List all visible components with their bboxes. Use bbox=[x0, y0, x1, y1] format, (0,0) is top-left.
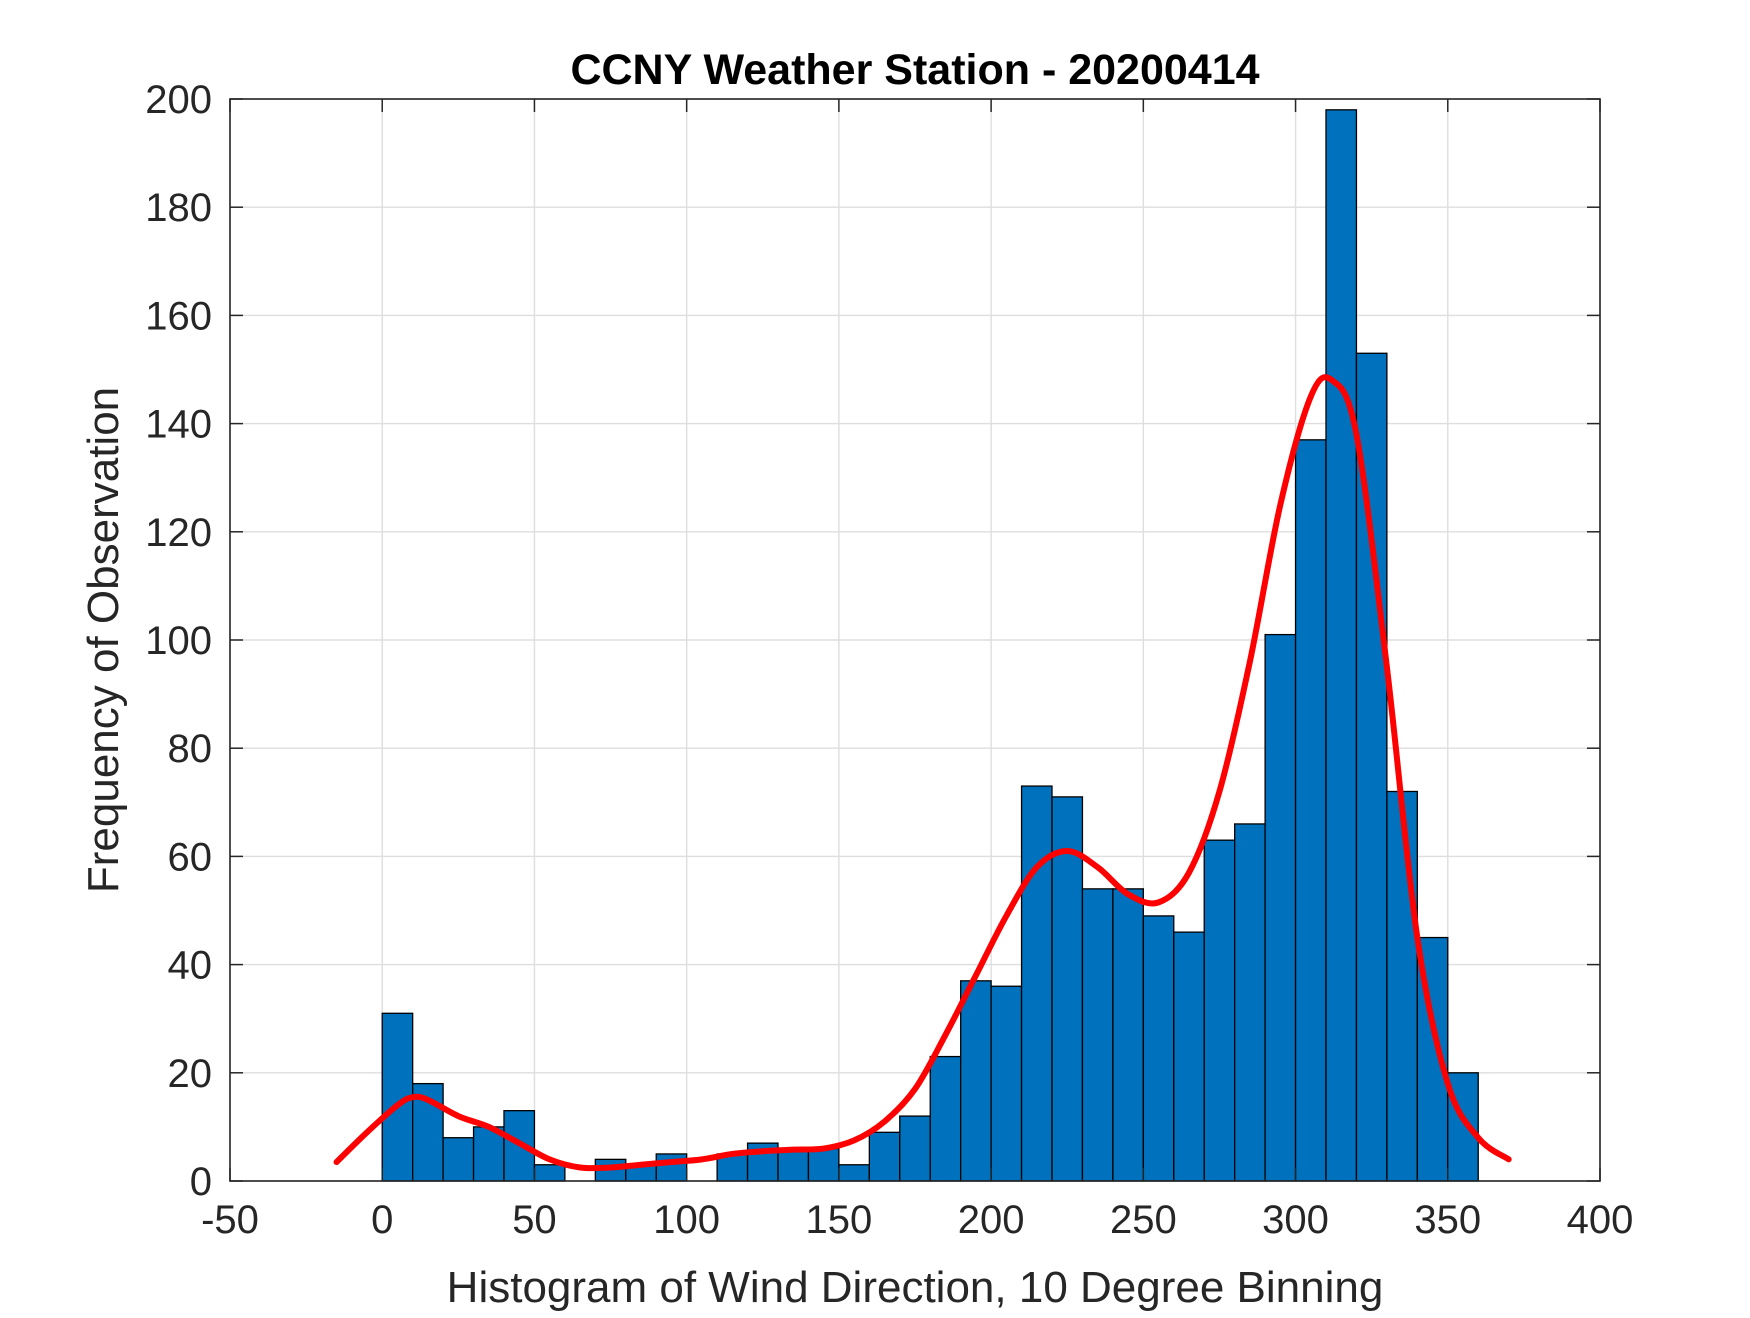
x-tick-label: 350 bbox=[1414, 1198, 1481, 1242]
histogram-bar bbox=[472, 1126, 505, 1182]
histogram-bar bbox=[838, 1164, 870, 1182]
histogram-bar bbox=[655, 1153, 688, 1182]
histogram-bar bbox=[1112, 888, 1144, 1182]
y-tick-label: 180 bbox=[145, 186, 212, 230]
histogram-bar bbox=[777, 1147, 810, 1182]
histogram-bar bbox=[1234, 823, 1266, 1182]
y-tick-label: 0 bbox=[190, 1160, 212, 1204]
histogram-bar bbox=[868, 1131, 901, 1182]
histogram-bar bbox=[1294, 439, 1327, 1182]
x-tick-label: 200 bbox=[958, 1198, 1025, 1242]
histogram-bar bbox=[899, 1115, 931, 1182]
x-tick-label: 150 bbox=[806, 1198, 873, 1242]
y-tick-label: 20 bbox=[168, 1052, 213, 1096]
histogram-bar bbox=[1081, 888, 1114, 1182]
y-tick-label: 60 bbox=[168, 835, 213, 879]
histogram-bar bbox=[1203, 839, 1236, 1182]
histogram-bar bbox=[1173, 931, 1205, 1182]
histogram-bars bbox=[381, 109, 1479, 1182]
histogram-bar bbox=[960, 980, 992, 1182]
x-tick-label: 0 bbox=[371, 1198, 393, 1242]
histogram-bar bbox=[1142, 915, 1175, 1182]
histogram-bar bbox=[1355, 352, 1388, 1182]
x-axis-title: Histogram of Wind Direction, 10 Degree B… bbox=[447, 1263, 1384, 1312]
histogram-bar bbox=[990, 985, 1023, 1182]
histogram-bar bbox=[1264, 633, 1297, 1182]
y-tick-label: 40 bbox=[168, 944, 213, 988]
histogram-bar bbox=[533, 1164, 566, 1182]
histogram-bar bbox=[929, 1055, 962, 1182]
axis-ticks bbox=[229, 98, 1601, 1182]
histogram-bar bbox=[1020, 785, 1053, 1182]
density-curve-layer bbox=[333, 374, 1512, 1172]
x-tick-label: 250 bbox=[1110, 1198, 1177, 1242]
histogram-bar bbox=[442, 1137, 475, 1182]
x-tick-label: -50 bbox=[201, 1198, 259, 1242]
y-tick-labels: 0 20 40 60 80 100 120 140 160 180 200 bbox=[145, 78, 212, 1204]
histogram-bar bbox=[807, 1147, 840, 1182]
histogram-bar bbox=[1386, 790, 1418, 1182]
x-tick-label: 300 bbox=[1262, 1198, 1329, 1242]
y-tick-label: 100 bbox=[145, 619, 212, 663]
y-tick-label: 160 bbox=[145, 294, 212, 338]
histogram-bar bbox=[1325, 109, 1358, 1182]
x-tick-label: 100 bbox=[653, 1198, 720, 1242]
y-tick-label: 120 bbox=[145, 511, 212, 555]
density-curve bbox=[333, 374, 1512, 1172]
chart-title: CCNY Weather Station - 20200414 bbox=[570, 46, 1259, 94]
x-tick-label: 50 bbox=[512, 1198, 557, 1242]
y-tick-label: 140 bbox=[145, 403, 212, 447]
y-tick-label: 80 bbox=[168, 727, 213, 771]
y-axis-title: Frequency of Observation bbox=[79, 387, 128, 893]
y-tick-label: 200 bbox=[145, 78, 212, 122]
x-tick-labels: -50 0 50 100 150 200 250 300 350 400 bbox=[201, 1198, 1633, 1242]
x-tick-label: 400 bbox=[1567, 1198, 1634, 1242]
